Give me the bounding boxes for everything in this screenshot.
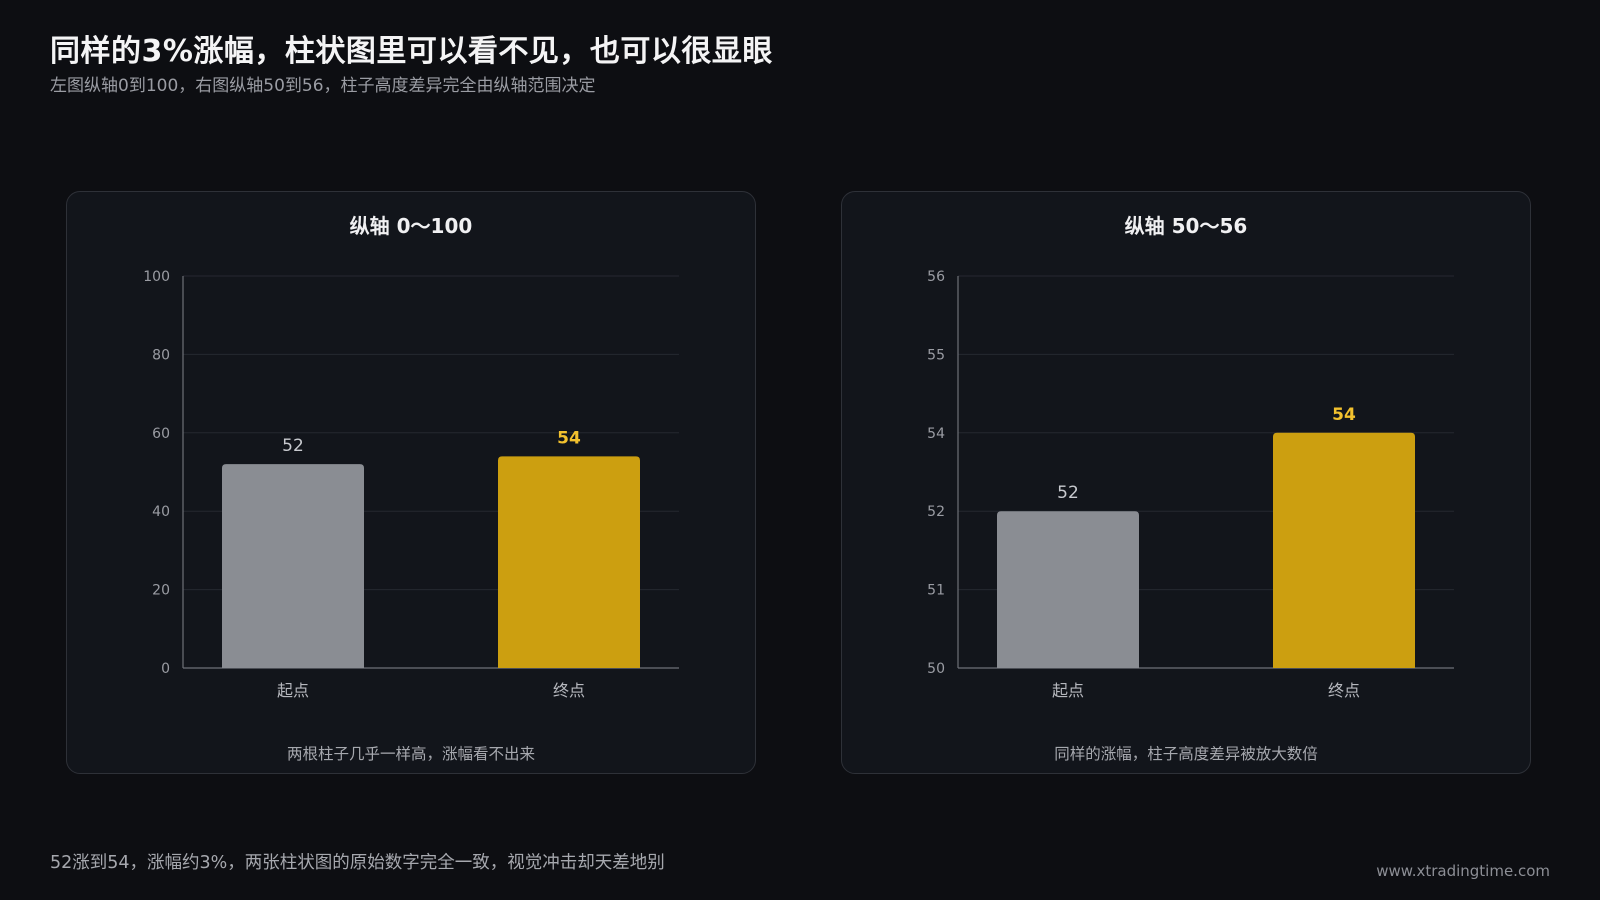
x-category-label: 起点 bbox=[277, 681, 309, 700]
y-tick-label: 52 bbox=[927, 504, 945, 520]
y-tick-label: 80 bbox=[152, 347, 170, 363]
site-url: www.xtradingtime.com bbox=[1376, 862, 1550, 880]
y-tick-label: 100 bbox=[143, 269, 170, 285]
footnote: 52涨到54，涨幅约3%，两张柱状图的原始数字完全一致，视觉冲击却天差地别 bbox=[50, 853, 665, 873]
chart-panel-left: 纵轴 0～100 0 20 40 60 80 100 52 起点 54 终点 两根柱子几乎一样高，… bbox=[66, 191, 756, 774]
y-tick-label: 20 bbox=[152, 583, 170, 599]
y-tick-label: 60 bbox=[152, 426, 170, 442]
y-tick-label: 40 bbox=[152, 504, 170, 520]
y-tick-label: 55 bbox=[927, 347, 945, 363]
y-tick-label: 50 bbox=[927, 661, 945, 677]
bar-value-label: 52 bbox=[1057, 483, 1079, 503]
y-tick-label: 0 bbox=[161, 661, 170, 677]
bar-end bbox=[1273, 432, 1415, 668]
bar-value-label: 54 bbox=[1332, 405, 1356, 425]
chart-title-right: 纵轴 50～56 bbox=[1124, 214, 1248, 238]
bar-start bbox=[997, 511, 1139, 668]
bar-start bbox=[222, 464, 364, 668]
x-category-label: 起点 bbox=[1052, 681, 1084, 700]
chart-title-left: 纵轴 0～100 bbox=[349, 214, 473, 238]
bar-end bbox=[498, 456, 640, 668]
y-tick-label: 56 bbox=[927, 269, 945, 285]
bar-chart-right: 50 51 52 54 55 56 52 起点 54 终点 bbox=[927, 269, 1454, 700]
y-tick-label: 51 bbox=[927, 583, 945, 599]
bar-value-label: 52 bbox=[282, 436, 304, 456]
chart-caption-left: 两根柱子几乎一样高，涨幅看不出来 bbox=[286, 745, 535, 763]
x-category-label: 终点 bbox=[553, 681, 585, 700]
chart-panel-right: 纵轴 50～56 50 51 52 54 55 56 52 起点 54 终点 同样的涨幅，柱子高度… bbox=[841, 191, 1531, 774]
chart-caption-right: 同样的涨幅，柱子高度差异被放大数倍 bbox=[1054, 745, 1318, 763]
y-tick-label: 54 bbox=[927, 426, 945, 442]
page-title: 同样的3%涨幅，柱状图里可以看不见，也可以很显眼 bbox=[50, 34, 773, 69]
page-subtitle: 左图纵轴0到100，右图纵轴50到56，柱子高度差异完全由纵轴范围决定 bbox=[50, 76, 596, 96]
bar-chart-left: 0 20 40 60 80 100 52 起点 54 终点 bbox=[143, 269, 679, 700]
bar-value-label: 54 bbox=[557, 428, 581, 448]
x-category-label: 终点 bbox=[1328, 681, 1360, 700]
